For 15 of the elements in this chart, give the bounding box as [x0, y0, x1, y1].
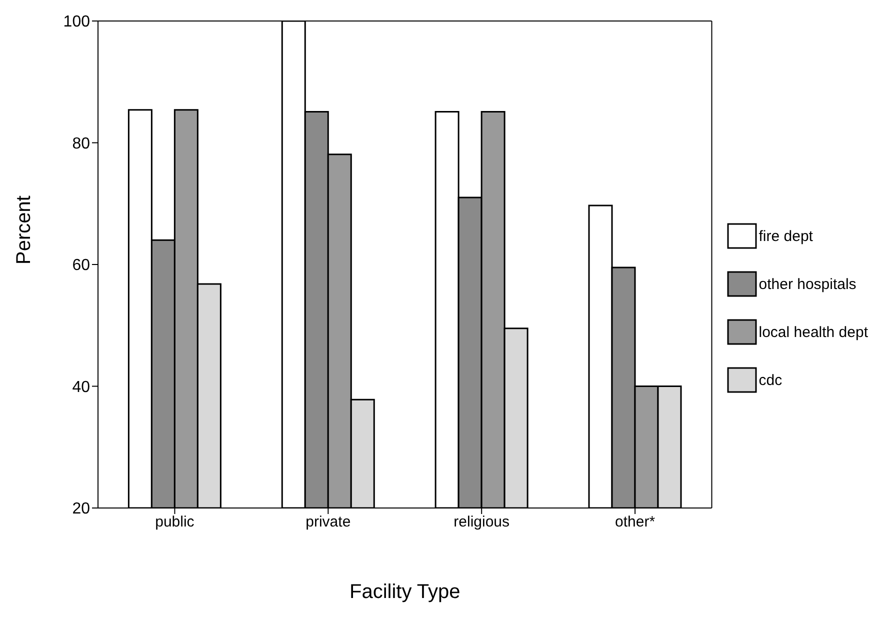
legend-label: local health dept — [758, 324, 868, 340]
x-axis-title: Facility Type — [349, 581, 460, 603]
x-tick-label: religious — [454, 514, 510, 531]
legend-label: other hospitals — [758, 276, 856, 292]
y-tick-label: 40 — [72, 378, 90, 396]
y-tick-label: 20 — [72, 500, 90, 518]
y-tick-label: 80 — [72, 135, 90, 152]
y-tick-label: 60 — [72, 257, 90, 274]
x-tick-label: public — [155, 514, 195, 531]
legend-label: fire dept — [758, 228, 813, 244]
legend-label: cdc — [758, 372, 782, 388]
x-tick-label: private — [306, 514, 351, 531]
x-tick-label: other* — [615, 514, 656, 531]
y-tick-label: 100 — [63, 14, 90, 31]
y-axis-title: Percent — [13, 195, 36, 264]
